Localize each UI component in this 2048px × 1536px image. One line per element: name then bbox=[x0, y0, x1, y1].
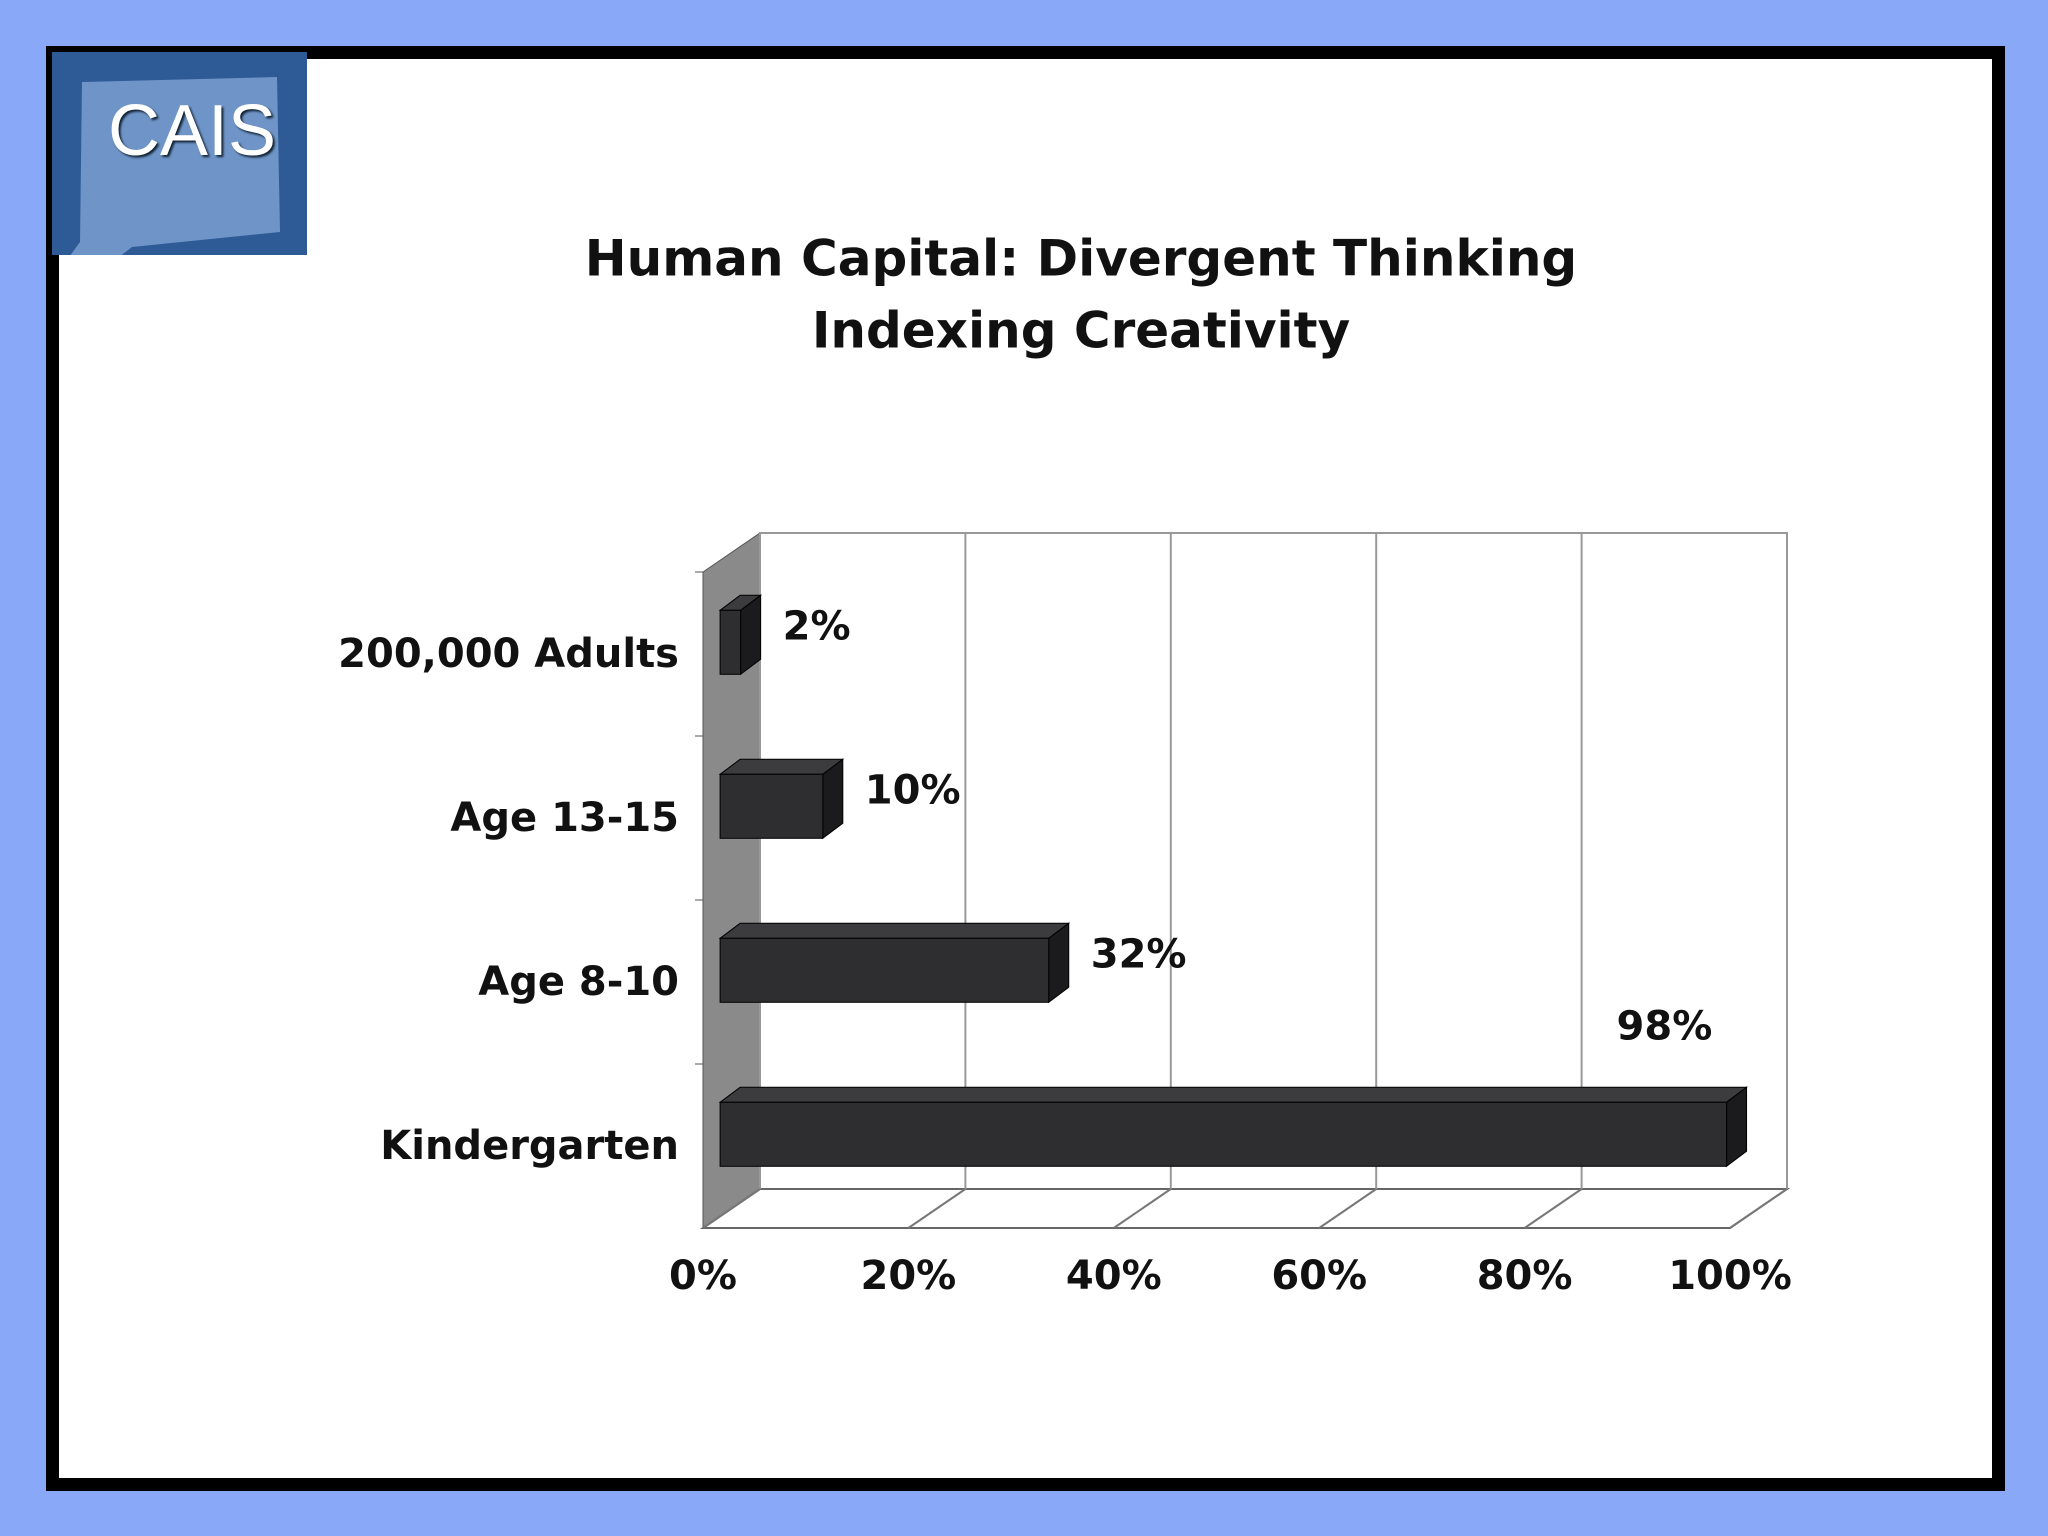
floor-grid-line bbox=[1524, 1188, 1583, 1229]
value-label: 2% bbox=[783, 603, 851, 649]
bar-top bbox=[718, 758, 845, 775]
value-label: 32% bbox=[1091, 931, 1187, 977]
y-tick-label: Age 8-10 bbox=[478, 959, 679, 1005]
value-label: 98% bbox=[1617, 1003, 1713, 1049]
chart-title: Human Capital: Divergent Thinking bbox=[585, 230, 1577, 288]
bar bbox=[719, 773, 824, 839]
y-tick-label: Kindergarten bbox=[380, 1123, 679, 1169]
bar bbox=[719, 609, 742, 675]
bar bbox=[719, 937, 1050, 1003]
floor-grid-line bbox=[1729, 1188, 1788, 1229]
value-label: 10% bbox=[865, 767, 961, 813]
bar-top bbox=[718, 1086, 1749, 1103]
y-tick-label: 200,000 Adults bbox=[338, 631, 679, 677]
floor-grid-line bbox=[702, 1188, 761, 1229]
bar bbox=[719, 1101, 1728, 1167]
floor-grid-line bbox=[907, 1188, 966, 1229]
x-tick-label: 20% bbox=[861, 1253, 957, 1299]
x-tick-label: 40% bbox=[1066, 1253, 1162, 1299]
x-tick-label: 100% bbox=[1668, 1253, 1792, 1299]
logo: CAIS bbox=[52, 52, 307, 255]
y-tick-label: Age 13-15 bbox=[450, 795, 679, 841]
floor bbox=[699, 1188, 1791, 1229]
logo-text: CAIS bbox=[107, 91, 277, 171]
chart-subtitle: Indexing Creativity bbox=[812, 302, 1350, 360]
x-tick-label: 80% bbox=[1477, 1253, 1573, 1299]
floor-grid-line bbox=[1113, 1188, 1172, 1229]
x-tick-label: 60% bbox=[1271, 1253, 1367, 1299]
floor-grid-line bbox=[1318, 1188, 1377, 1229]
bar-top bbox=[718, 922, 1071, 939]
x-tick-label: 0% bbox=[669, 1253, 737, 1299]
logo-map bbox=[70, 77, 280, 255]
